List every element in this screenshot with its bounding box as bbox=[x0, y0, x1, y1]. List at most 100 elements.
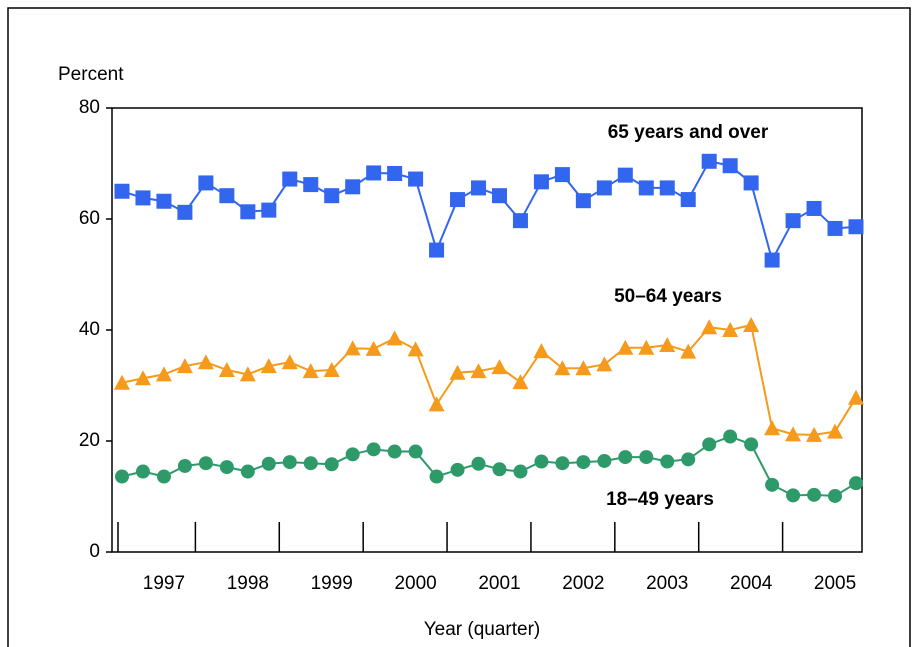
marker bbox=[302, 363, 319, 379]
marker bbox=[198, 175, 214, 191]
marker bbox=[260, 358, 277, 374]
marker bbox=[743, 175, 759, 191]
marker bbox=[807, 487, 822, 502]
marker bbox=[681, 452, 696, 467]
marker bbox=[764, 252, 780, 268]
marker bbox=[722, 322, 739, 337]
marker bbox=[156, 469, 171, 484]
marker bbox=[660, 454, 675, 469]
marker bbox=[219, 188, 235, 204]
marker bbox=[407, 341, 424, 357]
marker bbox=[617, 167, 633, 183]
marker bbox=[198, 456, 213, 471]
marker bbox=[450, 462, 465, 477]
marker bbox=[701, 153, 717, 169]
marker bbox=[848, 389, 864, 405]
marker bbox=[197, 354, 214, 370]
marker bbox=[617, 339, 634, 355]
marker bbox=[156, 193, 172, 209]
marker bbox=[534, 454, 549, 469]
marker bbox=[261, 456, 276, 471]
marker bbox=[764, 420, 781, 436]
marker bbox=[344, 340, 361, 356]
marker bbox=[512, 213, 528, 229]
y-axis-title: Percent bbox=[58, 64, 124, 85]
marker bbox=[575, 193, 591, 209]
marker bbox=[576, 455, 591, 470]
marker bbox=[533, 343, 550, 359]
x-tick-label: 2003 bbox=[646, 573, 688, 594]
marker bbox=[701, 319, 718, 335]
marker bbox=[345, 179, 361, 195]
marker bbox=[848, 219, 864, 235]
y-tick-label: 60 bbox=[79, 208, 100, 229]
marker bbox=[240, 204, 256, 220]
marker bbox=[386, 330, 403, 346]
y-tick-label: 0 bbox=[89, 541, 100, 562]
x-tick-label: 1997 bbox=[143, 573, 185, 594]
marker bbox=[513, 464, 528, 479]
marker bbox=[135, 190, 151, 206]
marker bbox=[785, 426, 802, 442]
x-tick-label: 2000 bbox=[394, 573, 436, 594]
marker bbox=[638, 180, 654, 196]
marker bbox=[639, 450, 654, 465]
y-tick-label: 20 bbox=[79, 430, 100, 451]
marker bbox=[806, 426, 823, 442]
y-tick-label: 80 bbox=[79, 97, 100, 118]
marker bbox=[785, 213, 801, 229]
marker bbox=[177, 204, 193, 220]
marker bbox=[680, 192, 696, 208]
marker bbox=[723, 429, 738, 444]
marker bbox=[408, 444, 423, 459]
y-tick-label: 40 bbox=[79, 319, 100, 340]
marker bbox=[828, 488, 843, 503]
marker bbox=[428, 396, 445, 412]
marker bbox=[365, 340, 382, 356]
marker bbox=[240, 464, 255, 479]
x-tick-label: 2004 bbox=[730, 573, 773, 594]
marker bbox=[303, 456, 318, 471]
marker bbox=[575, 360, 592, 376]
marker bbox=[638, 339, 655, 355]
x-tick-label: 2005 bbox=[814, 573, 856, 594]
marker bbox=[596, 180, 612, 196]
marker bbox=[155, 366, 172, 382]
marker bbox=[471, 456, 486, 471]
marker bbox=[806, 200, 822, 216]
marker bbox=[786, 488, 801, 503]
marker bbox=[659, 336, 676, 352]
marker bbox=[680, 343, 697, 359]
marker bbox=[114, 374, 130, 390]
marker bbox=[324, 188, 340, 204]
marker bbox=[492, 462, 507, 477]
marker bbox=[471, 180, 487, 196]
marker bbox=[702, 437, 717, 452]
frame bbox=[7, 7, 911, 647]
marker bbox=[281, 354, 298, 370]
line bbox=[121, 323, 857, 436]
x-axis-title: Year (quarter) bbox=[424, 619, 541, 640]
marker bbox=[554, 360, 571, 376]
x-tick-label: 2001 bbox=[478, 573, 520, 594]
marker bbox=[596, 356, 613, 372]
x-tick-label: 2002 bbox=[562, 573, 604, 594]
marker bbox=[659, 180, 675, 196]
marker bbox=[303, 177, 319, 193]
marker bbox=[366, 442, 381, 457]
marker bbox=[261, 202, 277, 218]
series-label: 18–49 years bbox=[606, 489, 714, 510]
marker bbox=[114, 183, 130, 199]
marker bbox=[449, 364, 466, 380]
marker bbox=[618, 450, 633, 465]
marker bbox=[429, 242, 445, 258]
marker bbox=[491, 359, 508, 375]
marker bbox=[512, 374, 529, 390]
marker bbox=[491, 188, 507, 204]
marker bbox=[387, 444, 402, 459]
marker bbox=[323, 361, 340, 377]
marker bbox=[345, 447, 360, 462]
marker bbox=[282, 171, 298, 187]
x-tick-label: 1998 bbox=[227, 573, 269, 594]
